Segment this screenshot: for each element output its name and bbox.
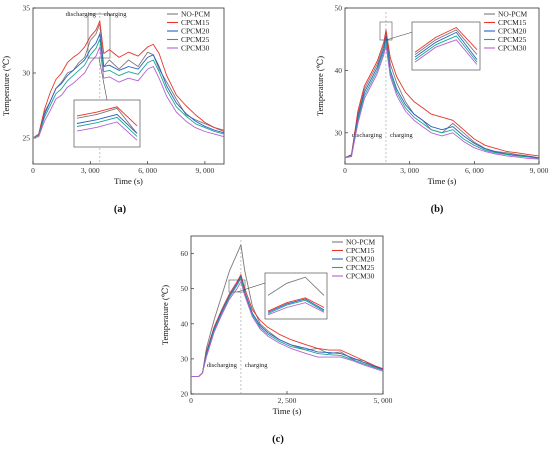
y-tick-label: 60 — [181, 249, 189, 258]
x-tick-label: 0 — [189, 396, 193, 405]
inset-line-cpcm15 — [76, 106, 138, 127]
y-axis-label: Temperature (℃) — [315, 56, 325, 116]
legend-label-cpcm25: CPCM25 — [181, 35, 210, 44]
inset-line-cpcm20 — [414, 31, 478, 60]
inset-line-no-pcm — [267, 276, 325, 296]
legend-label-cpcm15: CPCM15 — [346, 246, 375, 255]
series-line-no-pcm — [191, 244, 384, 377]
x-tick-label: 3, 000 — [81, 166, 100, 175]
series-line-cpcm20 — [32, 33, 225, 139]
series-line-cpcm30 — [344, 44, 540, 160]
series-line-cpcm20 — [191, 275, 384, 377]
legend-label-cpcm30: CPCM30 — [498, 44, 527, 53]
y-tick-label: 35 — [23, 4, 31, 13]
y-tick-label: 30 — [335, 128, 343, 137]
legend-label-cpcm20: CPCM20 — [346, 255, 375, 264]
y-tick-label: 25 — [23, 134, 31, 143]
legend-label-no-pcm: NO-PCM — [346, 238, 376, 247]
legend-label-cpcm20: CPCM20 — [498, 27, 527, 36]
y-tick-label: 50 — [335, 4, 343, 13]
series-line-cpcm25 — [32, 38, 225, 139]
x-tick-label: 0 — [31, 166, 35, 175]
legend-label-no-pcm: NO-PCM — [181, 10, 211, 19]
x-axis-label: Time (s) — [428, 176, 457, 186]
series-line-cpcm30 — [191, 281, 384, 377]
series-line-cpcm25 — [191, 277, 384, 377]
x-axis-label: Time (s) — [273, 406, 302, 416]
inset-line-no-pcm — [76, 107, 138, 134]
x-tick-label: 2, 500 — [278, 396, 297, 405]
panel-label-b: (b) — [431, 204, 444, 215]
inset-line-cpcm20 — [76, 113, 138, 134]
chart-panel-a: 0 3, 000 6, 000 9, 000 25 30 35 Time (s) Tempera… — [1, 4, 225, 186]
series-line-cpcm15 — [344, 29, 540, 159]
series-line-cpcm15 — [32, 20, 225, 139]
inset-line-cpcm30 — [267, 302, 325, 316]
annotation-discharging: discharging — [207, 362, 238, 369]
y-tick-label: 40 — [335, 66, 343, 75]
panel-label-c: (c) — [272, 434, 284, 445]
series-line-cpcm30 — [32, 46, 225, 139]
inset-line-cpcm25 — [267, 299, 325, 315]
plot-frame — [344, 7, 540, 165]
x-tick-label: 0 — [343, 166, 347, 175]
series-line-no-pcm — [32, 23, 225, 139]
x-axis-label: Time (s) — [114, 176, 143, 186]
x-tick-label: 9, 000 — [196, 166, 215, 175]
legend-label-cpcm25: CPCM25 — [498, 35, 527, 44]
inset-line-cpcm15 — [267, 297, 325, 312]
inset-line-cpcm20 — [267, 298, 325, 313]
x-tick-label: 3, 000 — [400, 166, 419, 175]
x-tick-label: 5, 000 — [374, 396, 393, 405]
legend-label-cpcm20: CPCM20 — [181, 27, 210, 36]
annotation-discharging: discharging — [352, 132, 383, 139]
chart-panel-b: 0 3, 000 6, 000 9, 000 30 40 50 Time (s) Tempera… — [315, 4, 549, 187]
annotation-discharging: discharging — [66, 11, 97, 18]
zoom-inset-box — [73, 99, 141, 148]
x-tick-label: 6, 000 — [138, 166, 157, 175]
inset-line-cpcm30 — [414, 39, 478, 65]
annotation-charging: charging — [245, 362, 268, 369]
y-axis-label: Temperature (℃) — [1, 56, 11, 116]
legend-label-cpcm25: CPCM25 — [346, 263, 375, 272]
y-tick-label: 40 — [181, 319, 189, 328]
legend-label-cpcm30: CPCM30 — [346, 272, 375, 281]
panel-label-a: (a) — [114, 204, 127, 215]
x-tick-label: 9, 000 — [530, 166, 549, 175]
legend-label-no-pcm: NO-PCM — [498, 10, 528, 19]
inset-line-no-pcm — [414, 29, 478, 55]
y-tick-label: 50 — [181, 284, 189, 293]
y-tick-label: 30 — [23, 69, 31, 78]
series-line-cpcm25 — [344, 39, 540, 159]
legend-label-cpcm15: CPCM15 — [498, 18, 527, 27]
zoom-arrow — [98, 57, 108, 101]
chart-panel-c: 0 2, 500 5, 000 20 30 40 50 60 Time (s) Temperatu… — [160, 235, 393, 416]
legend-label-cpcm30: CPCM30 — [181, 44, 210, 53]
inset-line-cpcm25 — [414, 35, 478, 63]
plot-frame — [32, 7, 225, 165]
y-tick-label: 30 — [181, 354, 189, 363]
y-tick-label: 20 — [181, 390, 189, 399]
inset-line-cpcm30 — [76, 121, 138, 141]
annotation-charging: charging — [104, 11, 127, 18]
inset-line-cpcm25 — [76, 116, 138, 137]
inset-line-cpcm15 — [414, 26, 478, 53]
y-axis-label: Temperature (℃) — [160, 285, 170, 345]
x-tick-label: 6, 000 — [465, 166, 484, 175]
series-line-cpcm15 — [191, 274, 384, 377]
legend-label-cpcm15: CPCM15 — [181, 18, 210, 27]
series-line-cpcm20 — [344, 35, 540, 159]
annotation-charging: charging — [390, 132, 413, 139]
